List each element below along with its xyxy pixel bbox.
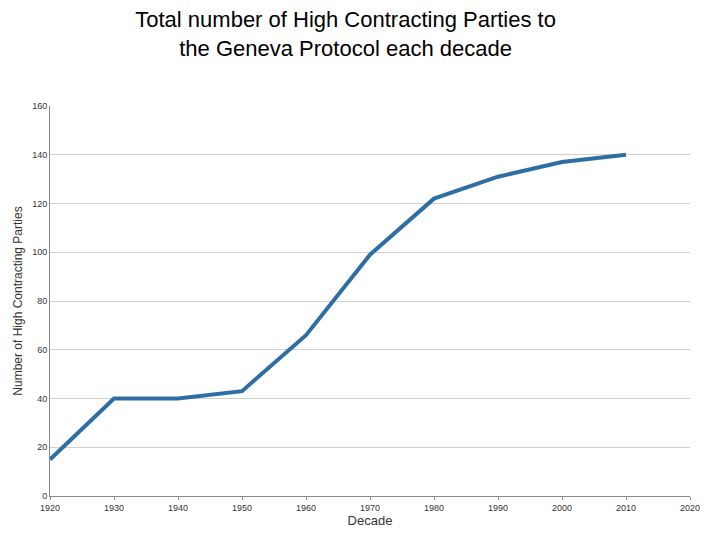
svg-text:60: 60 (37, 345, 47, 355)
svg-text:160: 160 (32, 101, 47, 111)
svg-text:20: 20 (37, 442, 47, 452)
svg-text:40: 40 (37, 394, 47, 404)
svg-text:1960: 1960 (296, 503, 316, 513)
svg-text:2020: 2020 (680, 503, 700, 513)
svg-text:1920: 1920 (40, 503, 60, 513)
svg-text:1950: 1950 (232, 503, 252, 513)
svg-text:Decade: Decade (348, 513, 393, 528)
svg-text:1940: 1940 (168, 503, 188, 513)
svg-text:Total number of High Contracti: Total number of High Contracting Parties… (135, 7, 556, 61)
svg-text:2000: 2000 (552, 503, 572, 513)
svg-text:Number of High Contracting Par: Number of High Contracting Parties (11, 206, 25, 395)
svg-text:0: 0 (42, 491, 47, 501)
svg-text:120: 120 (32, 199, 47, 209)
svg-text:1980: 1980 (424, 503, 444, 513)
svg-text:140: 140 (32, 150, 47, 160)
svg-text:2010: 2010 (616, 503, 636, 513)
svg-text:100: 100 (32, 247, 47, 257)
svg-text:1930: 1930 (104, 503, 124, 513)
svg-text:1990: 1990 (488, 503, 508, 513)
svg-text:80: 80 (37, 296, 47, 306)
svg-text:1970: 1970 (360, 503, 380, 513)
